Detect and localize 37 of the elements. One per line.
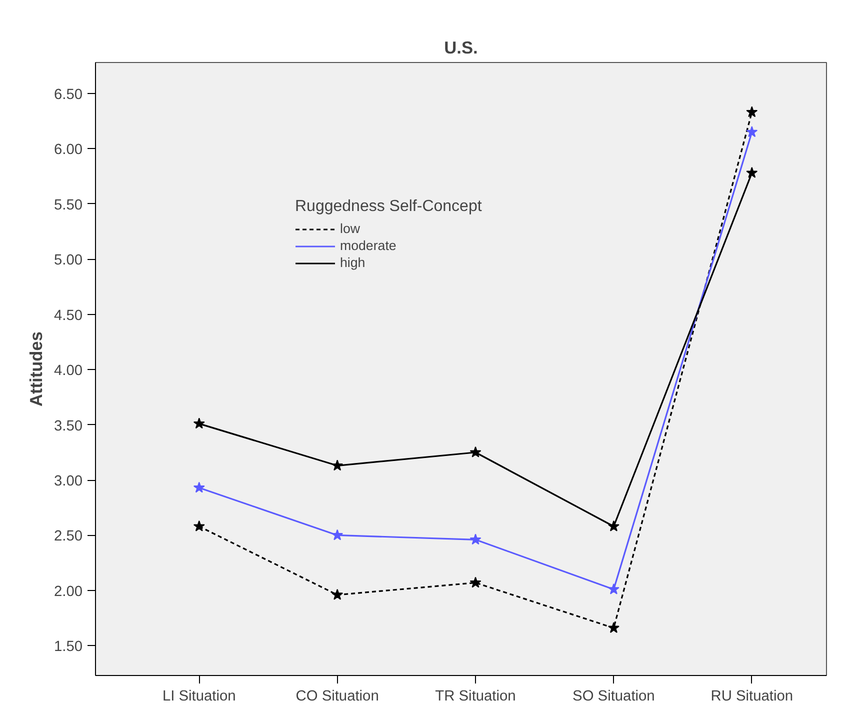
- point: [332, 529, 344, 540]
- point: [746, 126, 758, 138]
- point: [746, 166, 758, 178]
- y-tick-label: 2.50: [54, 528, 83, 545]
- x-tick-label: TR Situation: [435, 688, 516, 704]
- point: [608, 622, 620, 633]
- x-tick-label: RU Situation: [710, 688, 794, 704]
- point: [470, 576, 482, 588]
- legend-label: moderate: [340, 238, 396, 253]
- point: [193, 520, 205, 532]
- legend-label: low: [340, 221, 360, 236]
- point: [332, 588, 344, 600]
- x-tick-label: CO Situation: [296, 688, 379, 704]
- y-tick-label: 2.00: [54, 584, 83, 600]
- y-tick-label: 5.50: [54, 197, 83, 214]
- x-tick-label: LI Situation: [162, 688, 236, 704]
- x-tick-label: SO Situation: [572, 688, 655, 704]
- point: [608, 583, 620, 594]
- point: [470, 446, 482, 458]
- y-tick-label: 6.00: [54, 142, 83, 158]
- y-tick-label: 6.50: [54, 86, 83, 103]
- legend-title: Ruggedness Self-Concept: [295, 198, 482, 216]
- chart-title: U.S.: [444, 38, 478, 58]
- point: [470, 534, 482, 545]
- y-tick-label: 3.00: [54, 474, 83, 490]
- point: [193, 418, 205, 429]
- y-tick-label: 5.00: [54, 252, 83, 269]
- legend-label: high: [340, 255, 366, 270]
- point: [332, 460, 344, 471]
- y-tick-label: 4.00: [54, 363, 83, 380]
- y-axis-title: Attitudes: [26, 331, 46, 407]
- y-tick-label: 1.50: [54, 639, 83, 656]
- point: [746, 106, 758, 118]
- y-tick-label: 3.50: [54, 418, 83, 434]
- y-tick-label: 4.50: [54, 308, 83, 324]
- point: [193, 482, 205, 493]
- point: [608, 520, 620, 532]
